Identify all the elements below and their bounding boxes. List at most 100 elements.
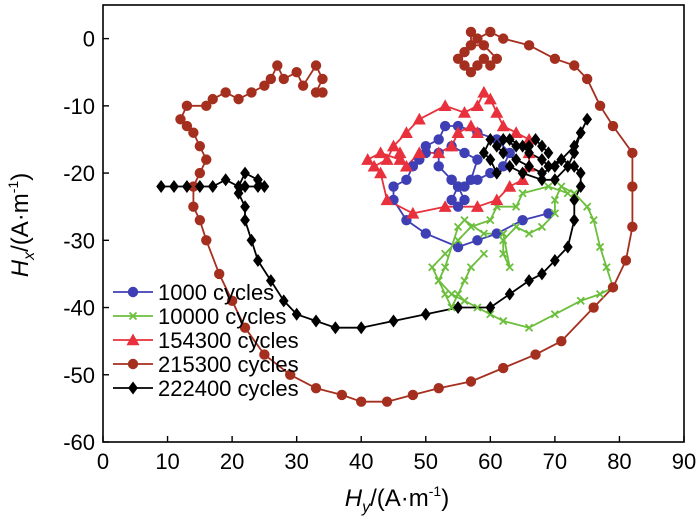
series-5-point-54: [575, 126, 586, 140]
series-5-point-63: [479, 146, 489, 160]
series-5-point-25: [420, 307, 431, 321]
series-3-point-35: [470, 126, 484, 138]
series-2-point-2: [544, 182, 553, 191]
series-2-point-25: [583, 202, 592, 211]
legend-marker: [127, 358, 139, 370]
legend-marker: [127, 286, 139, 298]
legend-item-2: 10000 cycles: [113, 304, 286, 329]
series-1-point-29: [459, 147, 470, 159]
series-4-point-54: [498, 33, 509, 44]
series-3-point-20: [412, 112, 426, 125]
series-3-point-4: [438, 200, 452, 212]
series-3-point-30: [412, 146, 426, 159]
series-1-point-14: [420, 140, 431, 152]
series-2-point-28: [550, 195, 560, 205]
series-2-point-22: [602, 263, 611, 272]
series-4-point-35: [381, 396, 393, 407]
series-1-point-26: [433, 161, 444, 172]
series-5-point-23: [356, 321, 367, 335]
series-4-point-34: [356, 396, 367, 407]
series-4-point-63: [478, 53, 490, 64]
series-2-point-34: [499, 249, 508, 258]
legend-label: 1000 cycles: [158, 280, 274, 305]
series-4-point-33: [336, 389, 348, 401]
series-4-point-2: [310, 87, 322, 98]
series-5-point-3: [182, 180, 192, 194]
x-tick-label: 50: [414, 449, 438, 474]
series-2-point-6: [486, 216, 495, 225]
x-axis-label-close: ): [441, 485, 449, 512]
series-4-point-65: [491, 53, 502, 64]
series-4-point-42: [588, 302, 599, 313]
x-axis: 0 10 20 30 40 50 60 70 80 90: [97, 436, 696, 474]
series-5-point-10: [259, 180, 270, 194]
series-4-point-6: [291, 67, 302, 78]
series-5-point-49: [543, 159, 554, 173]
series-4-point-16: [181, 100, 193, 112]
series-5-point-69: [537, 139, 547, 153]
series-4-point-66: [478, 40, 490, 51]
series-5-point-5: [207, 180, 218, 194]
x-tick-label: 80: [607, 449, 631, 474]
series-1-point-15: [433, 134, 444, 145]
series-4-point-50: [581, 73, 593, 85]
series-5-point-65: [498, 132, 509, 146]
series-2-point-23: [595, 242, 605, 252]
series-4-point-14: [207, 93, 218, 105]
series-5-point-35: [575, 180, 586, 194]
series-1-point-19: [491, 134, 502, 145]
series-1-point-9: [388, 181, 399, 192]
legend-label: 10000 cycles: [158, 304, 286, 329]
series-4-point-68: [465, 26, 477, 38]
series-4-point-30: [259, 349, 270, 360]
series-4-point-38: [465, 376, 477, 387]
series-5-point-60: [504, 159, 515, 173]
series-3-point-26: [374, 146, 388, 159]
series-1-point-21: [498, 161, 509, 172]
series-4-point-45: [627, 221, 638, 233]
series-5-point-64: [485, 132, 496, 146]
series-4-point-41: [556, 335, 567, 347]
series-3-point-3: [406, 206, 420, 219]
x-tick-label: 30: [284, 449, 308, 474]
series-5-point-6: [220, 173, 231, 187]
series-5-point-30: [537, 267, 547, 281]
series-2-point-17: [524, 323, 534, 332]
series-4-point-8: [272, 60, 283, 71]
series-5-point-21: [311, 314, 321, 328]
series-4-point-17: [175, 114, 186, 125]
series-2-point-31: [524, 229, 534, 238]
series-4-point-19: [188, 127, 199, 138]
series-3-point-15: [483, 92, 497, 105]
x-tick-label: 60: [478, 449, 502, 474]
series-2-point-27: [557, 182, 566, 191]
plot-markers: [156, 26, 638, 407]
series-4-point-40: [530, 349, 541, 360]
series-3-point-18: [458, 106, 472, 118]
series-2-point-39: [453, 222, 463, 231]
series-5-point-59: [517, 166, 528, 180]
series-5-point-48: [537, 153, 547, 167]
series-5-point-26: [453, 301, 463, 315]
series-4-point-48: [607, 120, 619, 132]
series-5-point-45: [504, 132, 515, 146]
series-1-point-35: [459, 194, 470, 206]
legend-item-4: 215300 cycles: [113, 352, 299, 377]
series-4-point-13: [220, 87, 231, 98]
series-4-point-3: [317, 73, 328, 85]
series-2-point-36: [499, 229, 508, 238]
series-1-point-16: [439, 120, 451, 132]
series-2-point-7: [466, 222, 476, 231]
series-3-point-23: [380, 153, 394, 165]
legend-item-1: 1000 cycles: [113, 280, 274, 305]
series-5-point-33: [569, 213, 580, 227]
series-5-point-17: [253, 253, 263, 267]
series-3-point-2: [380, 193, 394, 206]
series-3-point-31: [432, 146, 446, 159]
series-2-point-40: [441, 263, 450, 272]
series-3-point-6: [490, 193, 504, 206]
series-1-point-4: [472, 235, 483, 246]
x-tick-label: 0: [97, 449, 109, 474]
series-1-point-31: [465, 174, 477, 185]
series-3-point-21: [399, 126, 413, 138]
